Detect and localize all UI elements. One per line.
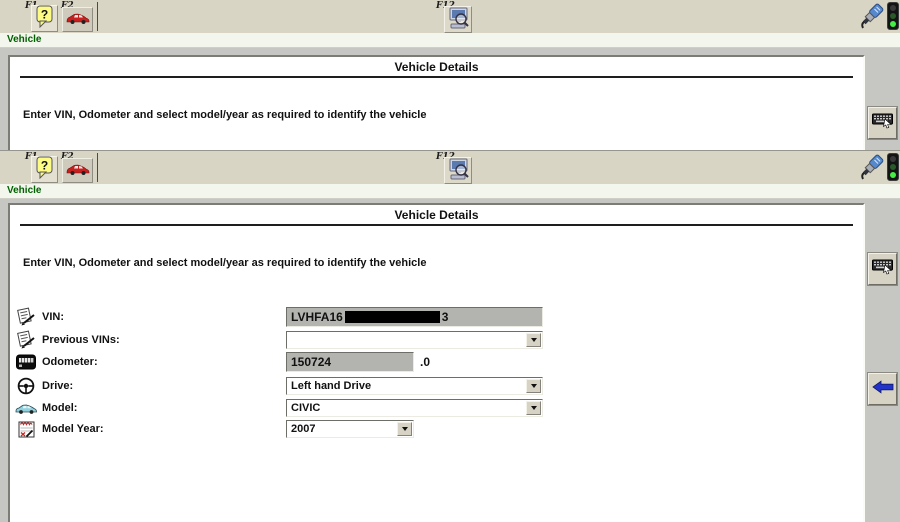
workspace: Vehicle Details Enter VIN, Odometer and … bbox=[0, 48, 900, 150]
toolbar-separator bbox=[97, 153, 98, 182]
instruction-text: Enter VIN, Odometer and select model/yea… bbox=[23, 257, 427, 269]
vin-redaction-block bbox=[344, 311, 440, 323]
model-value: CIVIC bbox=[291, 402, 321, 414]
diagnostic-button[interactable] bbox=[444, 6, 472, 33]
model-year-row: Model Year: 2007 bbox=[14, 418, 859, 440]
help-balloon-icon: ? bbox=[35, 155, 55, 184]
odometer-icon bbox=[14, 352, 38, 372]
vehicle-details-window: F1 ? F2 F12 Vehicle Vehicle Details Ente… bbox=[0, 150, 900, 522]
odometer-decimal-suffix: .0 bbox=[420, 355, 431, 369]
traffic-light-icon bbox=[887, 153, 899, 182]
vin-row: VIN: LVHFA16 3 bbox=[14, 306, 859, 328]
model-dropdown[interactable]: CIVIC bbox=[286, 399, 543, 417]
vehicle-details-window-background: F1 ? F2 F12 Vehicle Vehicle Details Ente… bbox=[0, 0, 900, 150]
onscreen-keyboard-button[interactable] bbox=[868, 107, 897, 139]
svg-text:?: ? bbox=[40, 8, 47, 22]
help-balloon-icon: ? bbox=[35, 4, 55, 33]
back-arrow-icon bbox=[872, 380, 894, 399]
chevron-down-icon bbox=[530, 384, 537, 388]
svg-text:?: ? bbox=[40, 159, 47, 173]
vehicle-details-panel: Vehicle Details Enter VIN, Odometer and … bbox=[8, 55, 865, 150]
red-car-icon bbox=[66, 10, 90, 30]
menu-vehicle[interactable]: Vehicle bbox=[7, 34, 42, 45]
page-title: Vehicle Details bbox=[394, 208, 479, 222]
instruction-text: Enter VIN, Odometer and select model/yea… bbox=[23, 109, 427, 121]
drive-value: Left hand Drive bbox=[291, 380, 372, 392]
onscreen-keyboard-icon bbox=[871, 112, 894, 134]
dropdown-arrow-button[interactable] bbox=[526, 379, 541, 393]
chevron-down-icon bbox=[401, 427, 408, 431]
title-underline bbox=[20, 224, 853, 226]
menu-vehicle[interactable]: Vehicle bbox=[7, 185, 42, 196]
obd-connector-icon[interactable] bbox=[859, 153, 885, 182]
help-button[interactable]: ? bbox=[31, 156, 58, 183]
vehicle-details-panel: Vehicle Details Enter VIN, Odometer and … bbox=[8, 203, 865, 522]
title-underline bbox=[20, 76, 853, 78]
diagnostic-computer-icon bbox=[447, 6, 470, 34]
vin-field[interactable]: LVHFA16 3 bbox=[286, 307, 543, 327]
workspace: Vehicle Details Enter VIN, Odometer and … bbox=[0, 199, 900, 522]
odometer-value: 150724 bbox=[291, 355, 332, 369]
chevron-down-icon bbox=[530, 338, 537, 342]
red-car-icon bbox=[66, 161, 90, 181]
vin-label: VIN: bbox=[42, 311, 64, 323]
odometer-label: Odometer: bbox=[42, 356, 98, 368]
calendar-icon bbox=[14, 419, 38, 439]
document-pen-icon bbox=[14, 330, 38, 350]
vehicle-select-button[interactable] bbox=[62, 7, 93, 32]
dropdown-arrow-button[interactable] bbox=[397, 422, 412, 436]
help-button[interactable]: ? bbox=[31, 5, 58, 32]
obd-connector-icon[interactable] bbox=[859, 2, 885, 31]
previous-vins-label: Previous VINs: bbox=[42, 334, 120, 346]
onscreen-keyboard-icon bbox=[871, 258, 894, 280]
dropdown-arrow-button[interactable] bbox=[526, 401, 541, 415]
previous-vins-row: Previous VINs: bbox=[14, 329, 859, 351]
traffic-light-icon bbox=[887, 2, 899, 31]
document-pen-icon bbox=[14, 307, 38, 327]
steering-wheel-icon bbox=[14, 376, 38, 396]
model-row: Model: CIVIC bbox=[14, 397, 859, 419]
function-key-toolbar: F1 ? F2 F12 bbox=[0, 0, 900, 33]
onscreen-keyboard-button[interactable] bbox=[868, 253, 897, 285]
page-title: Vehicle Details bbox=[394, 60, 479, 74]
function-key-toolbar: F1 ? F2 F12 bbox=[0, 151, 900, 184]
model-year-value: 2007 bbox=[291, 423, 316, 435]
toolbar-separator bbox=[97, 2, 98, 31]
odometer-field[interactable]: 150724 bbox=[286, 352, 414, 372]
back-button[interactable] bbox=[868, 373, 897, 405]
dropdown-arrow-button[interactable] bbox=[526, 333, 541, 347]
chevron-down-icon bbox=[530, 406, 537, 410]
menu-bar: Vehicle bbox=[0, 184, 900, 199]
vin-value-suffix: 3 bbox=[441, 310, 449, 324]
previous-vins-dropdown[interactable] bbox=[286, 331, 543, 349]
diagnostic-computer-icon bbox=[447, 157, 470, 185]
vehicle-select-button[interactable] bbox=[62, 158, 93, 183]
odometer-row: Odometer: 150724 .0 bbox=[14, 351, 859, 373]
f2-key-label: F2 bbox=[61, 1, 74, 11]
f2-key-label: F2 bbox=[61, 152, 74, 162]
diagnostic-button[interactable] bbox=[444, 157, 472, 184]
drive-dropdown[interactable]: Left hand Drive bbox=[286, 377, 543, 395]
drive-label: Drive: bbox=[42, 380, 74, 392]
model-year-label: Model Year: bbox=[42, 423, 104, 435]
model-label: Model: bbox=[42, 402, 78, 414]
menu-bar: Vehicle bbox=[0, 33, 900, 48]
vin-value-prefix: LVHFA16 bbox=[291, 310, 343, 324]
car-icon bbox=[14, 398, 38, 418]
drive-row: Drive: Left hand Drive bbox=[14, 375, 859, 397]
model-year-dropdown[interactable]: 2007 bbox=[286, 420, 414, 438]
